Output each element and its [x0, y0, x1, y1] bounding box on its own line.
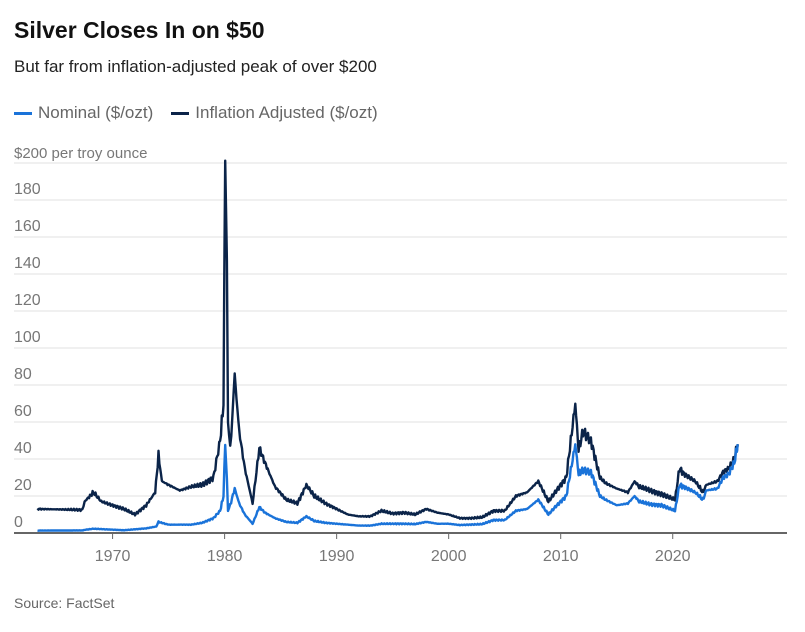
x-tick-label: 1990: [319, 548, 355, 565]
y-tick-label: 140: [14, 255, 41, 272]
legend-item-adjusted: Inflation Adjusted ($/ozt): [171, 103, 378, 123]
legend: Nominal ($/ozt) Inflation Adjusted ($/oz…: [14, 103, 378, 123]
x-tick-label: 2020: [655, 548, 691, 565]
y-axis-unit-label: $200 per troy ounce: [14, 145, 147, 162]
chart-title: Silver Closes In on $50: [14, 17, 265, 43]
legend-label-nominal: Nominal ($/ozt): [38, 103, 154, 122]
y-tick-label: 60: [14, 403, 32, 420]
source-note: Source: FactSet: [14, 595, 115, 611]
y-tick-label: 40: [14, 440, 32, 457]
x-tick-label: 1970: [95, 548, 131, 565]
legend-item-nominal: Nominal ($/ozt): [14, 103, 153, 123]
legend-label-adjusted: Inflation Adjusted ($/ozt): [195, 103, 378, 122]
chart-subtitle: But far from inflation-adjusted peak of …: [14, 57, 377, 76]
legend-swatch-nominal: [14, 111, 32, 115]
x-tick-label: 1980: [207, 548, 243, 565]
y-tick-label: 0: [14, 514, 23, 531]
x-tick-label: 2010: [543, 548, 579, 565]
y-tick-label: 20: [14, 477, 32, 494]
y-tick-label: 100: [14, 329, 41, 346]
y-tick-label: 120: [14, 292, 41, 309]
y-tick-label: 180: [14, 181, 41, 198]
x-tick-label: 2000: [431, 548, 467, 565]
series-line-nominal-ozt: [37, 443, 739, 532]
y-tick-label: 80: [14, 366, 32, 383]
legend-swatch-adjusted: [171, 111, 190, 115]
y-tick-label: 160: [14, 218, 41, 235]
series-line-inflation-adjusted-ozt: [36, 159, 739, 521]
